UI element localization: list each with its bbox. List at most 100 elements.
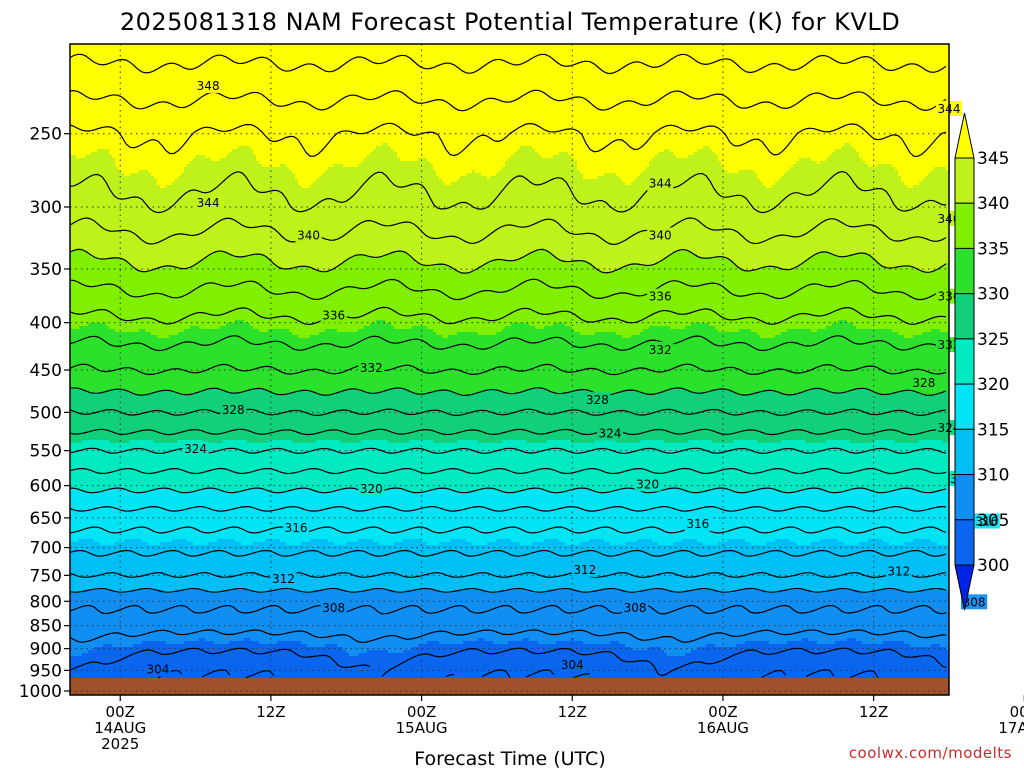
colorbar-label: 335 <box>977 239 1009 259</box>
contour-label: 308 <box>961 594 988 610</box>
contour-line <box>69 363 947 376</box>
contour-label: 332 <box>647 341 674 357</box>
colorbar-arrow-top <box>954 112 975 159</box>
x-tick-label: 00Z 15AUG <box>396 703 448 737</box>
colorbar-swatch <box>954 519 975 566</box>
plot-fill-bands <box>70 44 950 678</box>
contour-label: 304 <box>559 656 586 672</box>
svg-text:328: 328 <box>586 393 609 407</box>
y-tick-label: 850 <box>30 617 62 637</box>
contour-label: 308 <box>320 599 347 615</box>
x-tick-label: 12Z <box>256 703 285 721</box>
svg-text:316: 316 <box>975 515 998 529</box>
y-tick-label: 1000 <box>19 682 62 702</box>
svg-text:324: 324 <box>599 426 622 440</box>
svg-text:304: 304 <box>146 663 169 677</box>
contour-label: 336 <box>320 307 347 323</box>
contour-label: 344 <box>195 194 222 210</box>
contour-label: 340 <box>295 227 322 243</box>
contour-label: 336 <box>647 288 674 304</box>
contour-label: 320 <box>634 476 661 492</box>
x-tick-label: 00Z 14AUG 2025 <box>94 703 146 753</box>
y-tick-label: 350 <box>30 260 62 280</box>
svg-text:304: 304 <box>561 658 584 672</box>
y-tick-label: 300 <box>30 198 62 218</box>
colorbar-label: 345 <box>977 149 1009 169</box>
contour-label: 316 <box>684 515 711 531</box>
contour-label: 308 <box>621 599 649 615</box>
contour-label: 348 <box>195 77 222 93</box>
contour-line <box>69 505 947 512</box>
svg-text:348: 348 <box>197 79 220 93</box>
chart-title: 2025081318 NAM Forecast Potential Temper… <box>120 8 900 36</box>
contour-label: 320 <box>358 480 385 496</box>
contour-label: 312 <box>885 563 912 579</box>
svg-text:324: 324 <box>184 442 207 456</box>
contour-line <box>69 587 947 593</box>
contour-label: 332 <box>358 360 385 376</box>
y-tick-label: 500 <box>30 403 62 423</box>
contour-line <box>69 572 947 578</box>
colorbar-swatch <box>954 293 975 340</box>
y-tick-label: 700 <box>30 539 62 559</box>
contour-line <box>69 428 947 436</box>
colorbar-swatch <box>954 202 975 249</box>
x-tick-label: 12Z <box>558 703 587 721</box>
y-tick-label: 950 <box>30 661 62 681</box>
contour-line <box>69 604 947 615</box>
svg-text:316: 316 <box>686 517 709 531</box>
contour-line <box>69 549 947 557</box>
y-tick-label: 550 <box>30 442 62 462</box>
colorbar-label: 310 <box>977 466 1009 486</box>
colorbar-label: 330 <box>977 285 1009 305</box>
y-tick-label: 800 <box>30 592 62 612</box>
contour-label: 324 <box>596 425 624 441</box>
colorbar-swatch <box>954 247 975 295</box>
y-axis: 250 300 350 400 450 500 550 600 650 700 750 800 850 9… <box>19 125 70 702</box>
x-axis-label: Forecast Time (UTC) <box>414 748 605 768</box>
contour-lines <box>69 53 947 679</box>
colorbar-label: 340 <box>977 194 1009 214</box>
y-tick-label: 250 <box>30 125 62 145</box>
colorbar: 345 340 335 330 325 320 315 310 305 300 <box>954 112 1009 611</box>
contour-line <box>69 447 947 455</box>
y-tick-label: 650 <box>30 509 62 529</box>
svg-text:344: 344 <box>649 177 672 191</box>
colorbar-swatch <box>954 383 975 430</box>
colorbar-swatch <box>954 338 975 385</box>
svg-text:344: 344 <box>197 196 220 210</box>
svg-text:308: 308 <box>963 595 986 609</box>
contour-label: 316 <box>282 520 310 536</box>
svg-text:312: 312 <box>573 563 596 577</box>
svg-text:336: 336 <box>649 290 672 304</box>
svg-text:312: 312 <box>887 565 910 579</box>
svg-text:308: 308 <box>322 601 345 615</box>
contour-line <box>69 122 947 157</box>
contour-label: 344 <box>647 175 674 191</box>
svg-text:328: 328 <box>912 376 935 390</box>
ground-bar <box>70 678 949 695</box>
contour-label: 340 <box>647 227 674 243</box>
contour-line <box>69 647 947 677</box>
contour-line <box>69 387 947 397</box>
contour-label: 312 <box>270 571 297 587</box>
colorbar-label: 315 <box>977 420 1009 440</box>
svg-text:320: 320 <box>360 482 383 496</box>
contour-line <box>69 526 947 534</box>
x-tick-label: 12Z <box>859 703 888 721</box>
contour-line <box>69 170 947 214</box>
contour-label: 304 <box>144 661 171 677</box>
credit-link[interactable]: coolwx.com/modelts <box>849 744 1012 762</box>
svg-text:320: 320 <box>636 477 659 491</box>
contour-label: 316 <box>973 513 1000 529</box>
contour-line <box>69 487 947 494</box>
y-tick-label: 900 <box>30 640 62 660</box>
contour-label: 312 <box>571 561 598 577</box>
contour-line <box>69 335 947 352</box>
colorbar-swatch <box>954 428 975 476</box>
contour-line <box>69 53 947 75</box>
colorbar-arrow-bottom <box>954 564 975 611</box>
y-tick-label: 450 <box>30 361 62 381</box>
